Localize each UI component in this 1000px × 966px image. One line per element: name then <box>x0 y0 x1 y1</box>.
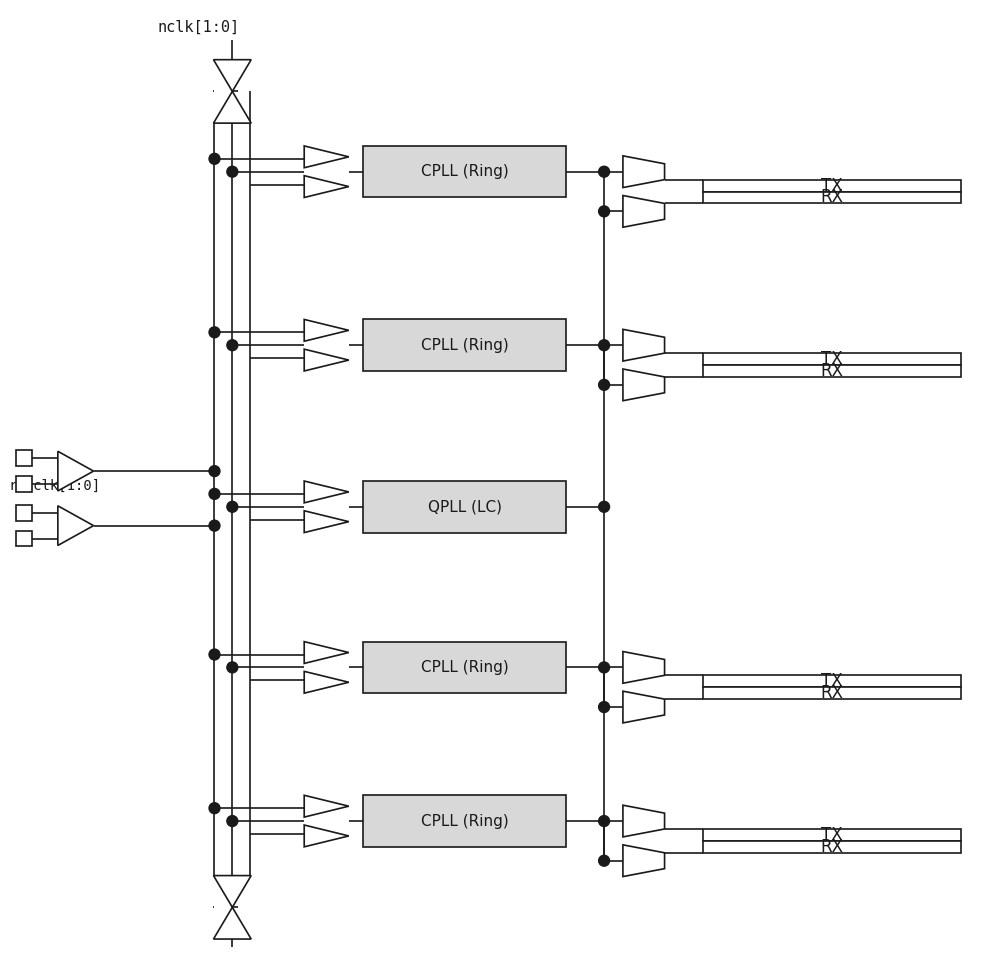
Text: TX: TX <box>821 177 843 194</box>
Polygon shape <box>304 320 349 341</box>
Polygon shape <box>623 329 665 361</box>
Polygon shape <box>623 845 665 876</box>
Polygon shape <box>623 692 665 723</box>
Text: TX: TX <box>821 672 843 691</box>
Polygon shape <box>623 651 665 683</box>
Bar <box>16 476 32 492</box>
Polygon shape <box>58 506 94 546</box>
Text: CPLL (Ring): CPLL (Ring) <box>421 660 509 675</box>
Bar <box>363 641 566 694</box>
Circle shape <box>209 803 220 813</box>
Circle shape <box>599 662 610 673</box>
Circle shape <box>227 662 238 673</box>
Text: refclk[1:0]: refclk[1:0] <box>8 479 100 493</box>
Bar <box>363 795 566 847</box>
Bar <box>363 146 566 197</box>
Bar <box>16 505 32 521</box>
Circle shape <box>599 855 610 867</box>
Text: CPLL (Ring): CPLL (Ring) <box>421 338 509 353</box>
Polygon shape <box>213 60 251 92</box>
Text: RX: RX <box>821 684 844 702</box>
Polygon shape <box>304 511 349 532</box>
Polygon shape <box>304 146 349 168</box>
Bar <box>703 675 961 687</box>
Text: nclk[1:0]: nclk[1:0] <box>158 20 240 35</box>
Polygon shape <box>304 641 349 664</box>
Bar <box>703 180 961 191</box>
Circle shape <box>599 380 610 390</box>
Polygon shape <box>623 806 665 837</box>
Bar <box>703 840 961 853</box>
Circle shape <box>599 206 610 216</box>
Bar <box>363 320 566 371</box>
Circle shape <box>599 501 610 512</box>
Polygon shape <box>213 875 251 907</box>
Circle shape <box>227 501 238 512</box>
Circle shape <box>599 340 610 351</box>
Polygon shape <box>304 349 349 371</box>
Polygon shape <box>304 825 349 847</box>
Polygon shape <box>623 195 665 227</box>
Circle shape <box>209 154 220 164</box>
Polygon shape <box>623 156 665 187</box>
Bar <box>16 530 32 547</box>
Circle shape <box>599 815 610 827</box>
Text: RX: RX <box>821 838 844 856</box>
Circle shape <box>227 815 238 827</box>
Circle shape <box>599 166 610 177</box>
Circle shape <box>227 340 238 351</box>
Polygon shape <box>213 92 251 123</box>
Bar <box>703 365 961 377</box>
Polygon shape <box>304 176 349 197</box>
Circle shape <box>209 327 220 338</box>
Text: QPLL (LC): QPLL (LC) <box>428 499 502 514</box>
Text: TX: TX <box>821 826 843 844</box>
Text: RX: RX <box>821 362 844 380</box>
Polygon shape <box>304 795 349 817</box>
Bar <box>703 354 961 365</box>
Circle shape <box>209 466 220 476</box>
Bar <box>703 829 961 840</box>
Polygon shape <box>304 481 349 503</box>
Bar <box>16 450 32 467</box>
Circle shape <box>599 701 610 713</box>
Circle shape <box>209 520 220 531</box>
Polygon shape <box>304 671 349 694</box>
Bar <box>703 191 961 204</box>
Bar <box>703 687 961 699</box>
Polygon shape <box>58 451 94 491</box>
Text: CPLL (Ring): CPLL (Ring) <box>421 813 509 829</box>
Bar <box>363 481 566 532</box>
Circle shape <box>227 166 238 177</box>
Circle shape <box>209 649 220 660</box>
Polygon shape <box>213 907 251 939</box>
Polygon shape <box>623 369 665 401</box>
Text: TX: TX <box>821 350 843 368</box>
Text: CPLL (Ring): CPLL (Ring) <box>421 164 509 180</box>
Circle shape <box>209 489 220 499</box>
Text: RX: RX <box>821 188 844 207</box>
